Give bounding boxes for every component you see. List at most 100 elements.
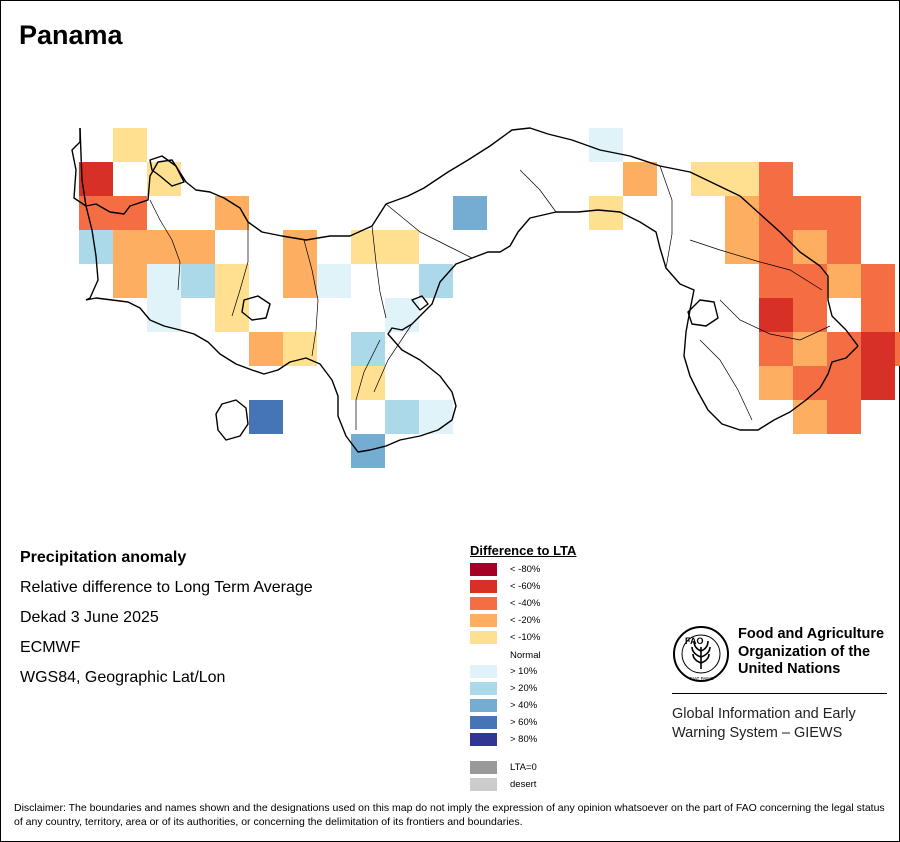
anomaly-cell [793,332,827,366]
giews-name: Global Information and Early Warning Sys… [672,705,856,742]
anomaly-cell [827,230,861,264]
anomaly-cell [249,332,283,366]
legend-swatch [470,580,497,593]
variable-subtitle: Relative difference to Long Term Average [20,579,313,596]
legend-label: desert [510,779,537,790]
anomaly-cell [147,230,181,264]
legend-swatch [470,716,497,729]
legend-swatch [470,761,497,774]
fao-name-line3: United Nations [738,661,841,677]
legend-label: < -20% [510,615,541,626]
legend-item: < -10% [470,631,540,644]
legend-item: > 20% [470,682,537,695]
anomaly-cell [759,298,793,332]
legend-swatch [470,665,497,678]
anomaly-cell [181,264,215,298]
legend-swatch [470,614,497,627]
anomaly-cell [317,264,351,298]
anomaly-cell [385,400,419,434]
anomaly-cell [827,196,861,230]
disclaimer: Disclaimer: The boundaries and names sho… [14,802,885,828]
legend-label: > 40% [510,700,538,711]
anomaly-cell [589,196,623,230]
legend-item: > 10% [470,665,537,678]
anomaly-cell [147,264,181,298]
anomaly-cell [589,128,623,162]
legend-swatch [470,563,497,576]
legend-swatch [470,597,497,610]
province-boundaries [149,165,831,430]
giews-line1: Global Information and Early [672,706,856,722]
legend-label: < -10% [510,632,541,643]
anomaly-cell [351,230,385,264]
anomaly-cell [79,162,113,196]
anomaly-cell [453,196,487,230]
anomaly-cell [725,230,759,264]
fao-logo-icon: FAO FIAT PANIS [673,626,729,682]
san-miguel-gulf [687,299,719,327]
anomaly-cell [249,400,283,434]
anomaly-cell [419,400,453,434]
fao-logo-motto: FIAT PANIS [690,676,714,681]
legend-label-normal: Normal [510,650,541,661]
anomaly-cell [759,264,793,298]
anomaly-cell [725,162,759,196]
anomaly-cell [861,264,895,298]
coiba-island [215,399,249,441]
anomaly-cell [827,400,861,434]
anomaly-cell [759,196,793,230]
legend-item: < -60% [470,580,540,593]
fao-divider [672,693,887,694]
anomaly-cell [895,332,900,366]
legend-item: < -80% [470,563,540,576]
anomaly-cell [827,366,861,400]
anomaly-cell [793,196,827,230]
legend-label: > 10% [510,666,538,677]
anomaly-cell [79,196,113,230]
legend-swatch [470,682,497,695]
anomaly-cell [759,162,793,196]
legend-swatch [470,699,497,712]
legend-label: < -60% [510,581,541,592]
fao-name-line2: Organization of the [738,643,871,660]
map-title: Panama [19,20,123,50]
anomaly-cell [827,264,861,298]
legend-swatch [470,778,497,791]
legend-item: > 60% [470,716,537,729]
legend-label: > 80% [510,734,538,745]
anomaly-cell [623,162,657,196]
anomaly-cell [215,264,249,298]
legend-swatch [470,631,497,644]
anomaly-cell [147,298,181,332]
anomaly-cell [861,366,895,400]
anomaly-cell [759,366,793,400]
legend-label: < -40% [510,598,541,609]
anomaly-cell [351,366,385,400]
anomaly-cell [725,196,759,230]
anomaly-cell [793,264,827,298]
anomaly-grid [79,128,900,468]
anomaly-cell [113,230,147,264]
anomaly-cell [215,196,249,230]
anomaly-cell [759,230,793,264]
legend-item: < -20% [470,614,540,627]
anomaly-cell [113,264,147,298]
legend-item: > 40% [470,699,537,712]
chiriqui-islands [241,295,271,321]
anomaly-cell [861,332,895,366]
legend-item-special: desert [470,778,536,791]
anomaly-cell [385,230,419,264]
fao-logo-letter-f: FAO [685,636,704,646]
legend-title: Difference to LTA [470,543,577,558]
bocas-islands [149,155,185,187]
anomaly-cell [793,298,827,332]
anomaly-cell [759,332,793,366]
anomaly-cell [793,366,827,400]
legend-label: < -80% [510,564,541,575]
anomaly-cell [691,162,725,196]
legend-swatch [470,733,497,746]
time-period: Dekad 3 June 2025 [20,609,159,626]
pearl-islands [411,295,429,311]
giews-line2: Warning System – GIEWS [672,724,843,741]
